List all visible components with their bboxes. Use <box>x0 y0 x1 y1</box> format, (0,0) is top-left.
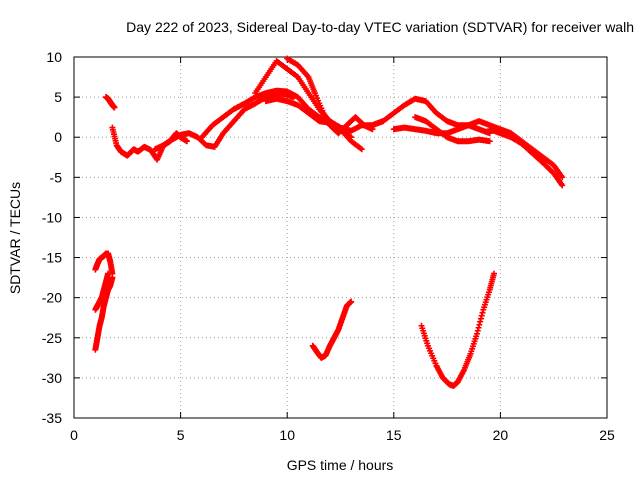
series-sat-n <box>92 270 112 313</box>
y-tick-label: -20 <box>42 290 62 306</box>
series-sat-j <box>412 114 493 145</box>
data-points <box>92 55 566 389</box>
y-tick-label: -10 <box>42 209 62 225</box>
data-point <box>559 182 566 189</box>
y-tick-label: 5 <box>54 89 62 105</box>
data-point <box>105 270 112 277</box>
chart-title: Day 222 of 2023, Sidereal Day-to-day VTE… <box>126 19 634 35</box>
y-tick-label: -35 <box>42 410 62 426</box>
data-point <box>109 274 116 281</box>
y-axis-label: SDTVAR / TECUs <box>7 182 23 294</box>
x-tick-label: 0 <box>70 427 78 443</box>
data-point <box>491 270 498 277</box>
y-tick-label: -25 <box>42 330 62 346</box>
ticks: 0 5 10 15 20 25 -35 -30 -25 -20 -15 -10 -5 0 5 10 <box>42 49 615 443</box>
series-sat-f <box>284 55 376 137</box>
x-tick-label: 25 <box>599 427 615 443</box>
grid <box>74 57 607 418</box>
series-sat-g <box>262 95 365 153</box>
x-tick-label: 15 <box>386 427 402 443</box>
y-tick-label: -30 <box>42 370 62 386</box>
data-point <box>348 298 355 305</box>
series-sat-l <box>92 250 116 277</box>
plot-frame <box>73 56 608 419</box>
x-tick-label: 10 <box>279 427 295 443</box>
series-sat-k <box>486 126 566 189</box>
y-tick-label: -15 <box>42 250 62 266</box>
data-point <box>358 146 365 153</box>
y-tick-label: 10 <box>46 49 62 65</box>
x-tick-label: 20 <box>493 427 509 443</box>
data-point <box>183 138 190 145</box>
x-tick-label: 5 <box>177 427 185 443</box>
series-sat-b <box>109 124 190 163</box>
series-sat-o <box>309 298 355 361</box>
x-axis-label: GPS time / hours <box>287 457 394 473</box>
series-sat-a <box>102 94 118 111</box>
y-tick-label: 0 <box>54 129 62 145</box>
data-point <box>111 104 118 111</box>
y-tick-label: -5 <box>50 169 63 185</box>
series-sat-m <box>92 274 116 353</box>
data-point <box>486 138 493 145</box>
data-point <box>559 174 566 181</box>
series-sat-p <box>418 270 498 389</box>
